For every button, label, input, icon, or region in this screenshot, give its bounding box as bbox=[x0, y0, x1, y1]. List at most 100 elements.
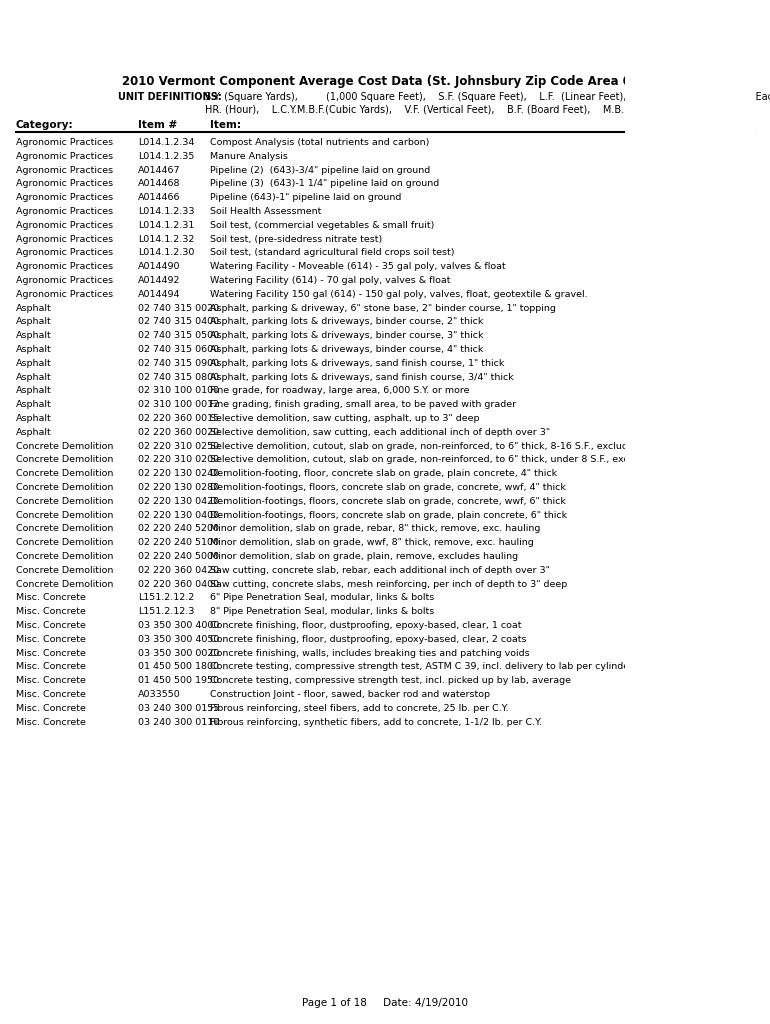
Text: L151.2.12.3: L151.2.12.3 bbox=[138, 607, 194, 616]
Text: Asphalt: Asphalt bbox=[16, 400, 52, 410]
Text: Concrete Demolition: Concrete Demolition bbox=[16, 497, 113, 506]
Text: $1.10: $1.10 bbox=[723, 317, 750, 327]
Text: Agronomic Practices: Agronomic Practices bbox=[16, 276, 113, 285]
Text: Agronomic Practices: Agronomic Practices bbox=[16, 166, 113, 175]
Text: L.F.: L.F. bbox=[641, 166, 655, 175]
Text: Asphalt: Asphalt bbox=[16, 345, 52, 354]
Text: Compost Analysis (total nutrients and carbon): Compost Analysis (total nutrients and ca… bbox=[210, 138, 430, 147]
Text: EA.: EA. bbox=[641, 207, 655, 216]
Text: S.F.: S.F. bbox=[640, 469, 656, 478]
Text: $801.69: $801.69 bbox=[711, 290, 750, 299]
Text: EA.: EA. bbox=[641, 207, 655, 216]
Text: Agronomic Practices: Agronomic Practices bbox=[16, 138, 113, 147]
Text: EA.: EA. bbox=[641, 234, 655, 244]
Text: S.F.: S.F. bbox=[640, 331, 656, 340]
Text: $150.00: $150.00 bbox=[711, 276, 750, 285]
Text: $75.00: $75.00 bbox=[717, 207, 750, 216]
Text: Ea.: Ea. bbox=[641, 676, 655, 685]
Text: 2010 Vermont Component Average Cost Data (St. Johnsbury Zip Code Area 058: 2010 Vermont Component Average Cost Data… bbox=[122, 75, 648, 88]
Text: $145.82: $145.82 bbox=[711, 524, 750, 534]
Text: $15.00: $15.00 bbox=[717, 249, 750, 257]
Text: $5.89: $5.89 bbox=[723, 511, 750, 519]
Text: S.F.: S.F. bbox=[640, 483, 656, 492]
Text: Saw cutting, concrete slab, rebar, each additional inch of depth over 3": Saw cutting, concrete slab, rebar, each … bbox=[210, 566, 550, 574]
Text: 02 740 315 0400: 02 740 315 0400 bbox=[138, 317, 219, 327]
Text: L.F.: L.F. bbox=[641, 580, 655, 589]
Text: S.F.: S.F. bbox=[640, 456, 656, 465]
Text: $0.47: $0.47 bbox=[723, 166, 750, 175]
Text: Concrete finishing, floor, dustproofing, epoxy-based, clear, 2 coats: Concrete finishing, floor, dustproofing,… bbox=[210, 635, 527, 644]
Text: Pipeline (2)  (643)-3/4" pipeline laid on ground: Pipeline (2) (643)-3/4" pipeline laid on… bbox=[210, 166, 430, 175]
Text: Concrete Demolition: Concrete Demolition bbox=[16, 441, 113, 451]
Text: 02 220 360 0420: 02 220 360 0420 bbox=[138, 566, 219, 574]
Text: $4.42: $4.42 bbox=[723, 469, 750, 478]
Text: Concrete Demolition: Concrete Demolition bbox=[16, 580, 113, 589]
Text: Concrete Demolition: Concrete Demolition bbox=[16, 524, 113, 534]
Text: $230.49: $230.49 bbox=[711, 607, 750, 616]
Text: 02 220 240 5000: 02 220 240 5000 bbox=[138, 552, 219, 561]
Text: $38.00: $38.00 bbox=[717, 152, 750, 161]
Text: Page 1 of 18     Date: 4/19/2010: Page 1 of 18 Date: 4/19/2010 bbox=[302, 998, 468, 1008]
Text: $8.09: $8.09 bbox=[723, 718, 750, 727]
Text: L.F.: L.F. bbox=[641, 428, 655, 437]
Text: Agronomic Practices: Agronomic Practices bbox=[16, 179, 113, 188]
Text: $0.54: $0.54 bbox=[723, 648, 750, 657]
Text: HR. (Hour),    L.C.Y.M.B.F.(Cubic Yards),    V.F. (Vertical Feet),    B.F. (Boar: HR. (Hour), L.C.Y.M.B.F.(Cubic Yards), V… bbox=[205, 104, 725, 114]
Text: $13.00: $13.00 bbox=[717, 663, 750, 672]
Text: EA.: EA. bbox=[641, 138, 655, 147]
Text: $230.49: $230.49 bbox=[711, 607, 750, 616]
Text: Item #: Item # bbox=[138, 120, 177, 130]
Text: $145.82: $145.82 bbox=[711, 524, 750, 534]
Text: 02 740 315 0020: 02 740 315 0020 bbox=[138, 303, 219, 312]
Text: $0.62: $0.62 bbox=[723, 358, 750, 368]
Text: $1.37: $1.37 bbox=[723, 179, 750, 188]
Bar bbox=[625, 0, 755, 1024]
Text: Misc. Concrete: Misc. Concrete bbox=[16, 593, 86, 602]
Text: Misc. Concrete: Misc. Concrete bbox=[16, 676, 86, 685]
Text: C.Y.: C.Y. bbox=[640, 539, 656, 547]
Text: L.F.: L.F. bbox=[641, 580, 655, 589]
Text: EA.: EA. bbox=[641, 152, 655, 161]
Text: S.F.: S.F. bbox=[640, 303, 656, 312]
Text: S.F.: S.F. bbox=[640, 635, 656, 644]
Text: $0.89: $0.89 bbox=[723, 428, 750, 437]
Text: L014.1.2.34: L014.1.2.34 bbox=[138, 138, 194, 147]
Text: S.F.: S.F. bbox=[640, 303, 656, 312]
Text: Misc. Concrete: Misc. Concrete bbox=[16, 690, 86, 699]
Text: L.F.: L.F. bbox=[641, 428, 655, 437]
Text: L014.1.2.35: L014.1.2.35 bbox=[138, 152, 194, 161]
Text: $1.73: $1.73 bbox=[723, 331, 750, 340]
Text: S.F.: S.F. bbox=[640, 358, 656, 368]
Text: $1.96: $1.96 bbox=[723, 580, 750, 589]
Text: C.Y.: C.Y. bbox=[640, 703, 656, 713]
Text: $4.69: $4.69 bbox=[723, 483, 750, 492]
Text: C.Y.: C.Y. bbox=[640, 524, 656, 534]
Text: Concrete Demolition: Concrete Demolition bbox=[16, 456, 113, 465]
Text: Agronomic Practices: Agronomic Practices bbox=[16, 221, 113, 229]
Text: Misc. Concrete: Misc. Concrete bbox=[16, 648, 86, 657]
Text: EA.: EA. bbox=[641, 234, 655, 244]
Text: 01 450 500 1950: 01 450 500 1950 bbox=[138, 676, 219, 685]
Text: $0.49: $0.49 bbox=[723, 373, 750, 382]
Text: S.F.: S.F. bbox=[640, 373, 656, 382]
Text: Agronomic Practices: Agronomic Practices bbox=[16, 290, 113, 299]
Text: 01 450 500 1800: 01 450 500 1800 bbox=[138, 663, 219, 672]
Text: $0.32: $0.32 bbox=[723, 621, 750, 630]
Text: EA.: EA. bbox=[641, 249, 655, 257]
Text: S.Y. (Square Yards),         (1,000 Square Feet),    S.F. (Square Feet),    L.F.: S.Y. (Square Yards), (1,000 Square Feet)… bbox=[205, 92, 770, 102]
Text: Concrete finishing, floor, dustproofing, epoxy-based, clear, 1 coat: Concrete finishing, floor, dustproofing,… bbox=[210, 621, 521, 630]
Text: EA.: EA. bbox=[641, 290, 655, 299]
Text: EA.: EA. bbox=[641, 276, 655, 285]
Text: EA.: EA. bbox=[641, 221, 655, 229]
Text: Soil test, (standard agricultural field crops soil test): Soil test, (standard agricultural field … bbox=[210, 249, 454, 257]
Text: Soil Health Assessment: Soil Health Assessment bbox=[210, 207, 321, 216]
Text: Selective demolition, saw cutting, each additional inch of depth over 3": Selective demolition, saw cutting, each … bbox=[210, 428, 550, 437]
Text: S.F.: S.F. bbox=[640, 648, 656, 657]
Text: Asphalt: Asphalt bbox=[16, 428, 52, 437]
Text: Asphalt: Asphalt bbox=[16, 303, 52, 312]
Text: $0.62: $0.62 bbox=[723, 358, 750, 368]
Text: 02 220 240 5200: 02 220 240 5200 bbox=[138, 524, 219, 534]
Text: Concrete Demolition: Concrete Demolition bbox=[16, 552, 113, 561]
Text: Fibrous reinforcing, synthetic fibers, add to concrete, 1-1/2 lb. per C.Y.: Fibrous reinforcing, synthetic fibers, a… bbox=[210, 718, 542, 727]
Text: Fine grading, finish grading, small area, to be paved with grader: Fine grading, finish grading, small area… bbox=[210, 400, 516, 410]
